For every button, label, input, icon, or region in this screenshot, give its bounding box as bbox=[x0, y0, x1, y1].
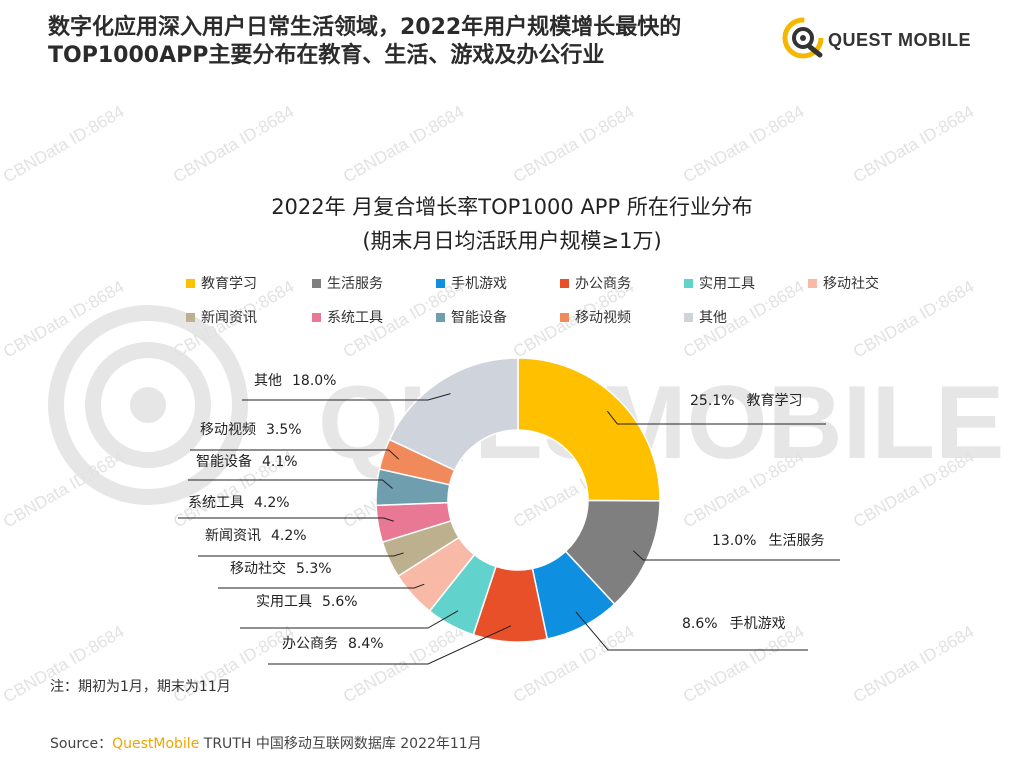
legend-item: 实用工具 bbox=[684, 272, 755, 294]
data-label: 25.1% 教育学习 bbox=[690, 393, 802, 409]
data-label-value: 13.0% bbox=[712, 533, 756, 549]
legend-item: 生活服务 bbox=[312, 272, 383, 294]
leader-line bbox=[240, 610, 459, 629]
legend-label: 手机游戏 bbox=[451, 276, 507, 292]
page-title-line1: 数字化应用深入用户日常生活领域，2022年用户规模增长最快的 bbox=[48, 15, 682, 40]
data-label-category: 移动社交 bbox=[230, 560, 286, 577]
leader-line bbox=[268, 625, 512, 665]
chart-legend: 教育学习 生活服务 手机游戏 办公商务 实用工具 移动社交新闻资讯 系统工具 智能设备 移动视频… bbox=[186, 272, 906, 328]
legend-label: 移动社交 bbox=[823, 276, 879, 292]
legend-item: 其他 bbox=[684, 306, 727, 328]
leader-line bbox=[198, 552, 404, 557]
donut-slice bbox=[388, 357, 519, 472]
donut-slice bbox=[517, 357, 661, 502]
legend-swatch bbox=[684, 278, 693, 288]
legend-item: 系统工具 bbox=[312, 306, 383, 328]
data-label: 8.6% 手机游戏 bbox=[682, 616, 786, 632]
legend-label: 教育学习 bbox=[201, 276, 257, 292]
brand-logo: QUEST MOBILE bbox=[778, 12, 988, 59]
legend-item: 移动社交 bbox=[808, 272, 879, 294]
source-rest: TRUTH 中国移动互联网数据库 2022年11月 bbox=[199, 736, 482, 752]
data-label: 新闻资讯 4.2% bbox=[205, 528, 307, 544]
leader-line bbox=[178, 517, 394, 522]
legend-item: 办公商务 bbox=[560, 272, 631, 294]
source-prefix: Source： bbox=[50, 736, 113, 752]
data-label-category: 手机游戏 bbox=[730, 616, 786, 632]
data-label-value: 3.5% bbox=[266, 422, 302, 438]
footnote: 注：期初为1月，期末为11月 bbox=[50, 679, 231, 695]
chart-title: 2022年 月复合增长率TOP1000 APP 所在行业分布 (期末月日均活跃用… bbox=[0, 190, 1024, 258]
legend-swatch bbox=[684, 312, 693, 322]
data-label-value: 4.1% bbox=[262, 454, 298, 470]
data-label-value: 25.1% bbox=[690, 393, 734, 409]
data-label-value: 5.6% bbox=[322, 594, 358, 610]
legend-swatch bbox=[436, 312, 445, 322]
leader-line bbox=[242, 393, 451, 401]
brand-name: QUEST MOBILE bbox=[828, 30, 972, 50]
data-label-category: 生活服务 bbox=[768, 533, 824, 549]
legend-label: 新闻资讯 bbox=[201, 310, 257, 326]
legend-label: 实用工具 bbox=[699, 276, 755, 292]
legend-label: 移动视频 bbox=[575, 310, 631, 326]
page-title-line2: TOP1000APP主要分布在教育、生活、游戏及办公行业 bbox=[48, 43, 605, 68]
chart-title-line1: 2022年 月复合增长率TOP1000 APP 所在行业分布 bbox=[271, 195, 753, 219]
legend-swatch bbox=[312, 278, 321, 288]
legend-item: 新闻资讯 bbox=[186, 306, 257, 328]
data-label: 13.0% 生活服务 bbox=[712, 533, 824, 549]
legend-item: 手机游戏 bbox=[436, 272, 507, 294]
leader-line bbox=[575, 611, 808, 651]
legend-item: 移动视频 bbox=[560, 306, 631, 328]
legend-label: 智能设备 bbox=[451, 310, 507, 326]
data-label-value: 18.0% bbox=[292, 373, 336, 389]
legend-label: 办公商务 bbox=[575, 276, 631, 292]
source-line: Source：QuestMobile TRUTH 中国移动互联网数据库 2022… bbox=[50, 733, 482, 753]
data-label-category: 移动视频 bbox=[200, 422, 256, 438]
data-label: 办公商务 8.4% bbox=[282, 636, 384, 652]
legend-swatch bbox=[436, 278, 445, 288]
data-label-category: 教育学习 bbox=[746, 393, 802, 409]
chart-title-line2: (期末月日均活跃用户规模≥1万) bbox=[362, 229, 662, 253]
data-label-category: 智能设备 bbox=[196, 453, 252, 470]
data-label-category: 新闻资讯 bbox=[205, 528, 261, 544]
leader-line bbox=[632, 550, 840, 561]
leader-line bbox=[218, 583, 425, 589]
data-label-value: 5.3% bbox=[296, 561, 332, 577]
data-label-category: 办公商务 bbox=[282, 636, 338, 652]
data-label-value: 4.2% bbox=[254, 495, 290, 511]
source-brand: QuestMobile bbox=[112, 736, 200, 752]
legend-label: 系统工具 bbox=[327, 310, 383, 326]
data-label: 系统工具 4.2% bbox=[188, 495, 290, 511]
data-label: 移动社交 5.3% bbox=[230, 560, 332, 577]
data-label-category: 实用工具 bbox=[256, 594, 312, 610]
data-label: 其他 18.0% bbox=[254, 373, 336, 389]
leader-line bbox=[190, 449, 400, 460]
leader-line bbox=[188, 479, 393, 489]
data-label-value: 4.2% bbox=[271, 528, 307, 544]
data-label: 移动视频 3.5% bbox=[200, 422, 302, 438]
legend-label: 生活服务 bbox=[327, 276, 383, 292]
legend-swatch bbox=[560, 278, 569, 288]
legend-swatch bbox=[186, 278, 195, 288]
page-title: 数字化应用深入用户日常生活领域，2022年用户规模增长最快的 TOP1000AP… bbox=[48, 14, 808, 70]
questmobile-logo-icon bbox=[782, 17, 824, 59]
legend-swatch bbox=[312, 312, 321, 322]
legend-item: 智能设备 bbox=[436, 306, 507, 328]
data-label: 智能设备 4.1% bbox=[196, 453, 298, 470]
leader-line bbox=[606, 410, 826, 425]
data-label: 实用工具 5.6% bbox=[256, 594, 358, 610]
legend-swatch bbox=[808, 278, 817, 288]
legend-swatch bbox=[186, 312, 195, 322]
data-label-category: 其他 bbox=[254, 373, 282, 389]
data-label-category: 系统工具 bbox=[188, 495, 244, 511]
data-label-value: 8.4% bbox=[348, 636, 384, 652]
legend-label: 其他 bbox=[699, 310, 727, 326]
legend-item: 教育学习 bbox=[186, 272, 257, 294]
legend-swatch bbox=[560, 312, 569, 322]
data-label-value: 8.6% bbox=[682, 616, 718, 632]
